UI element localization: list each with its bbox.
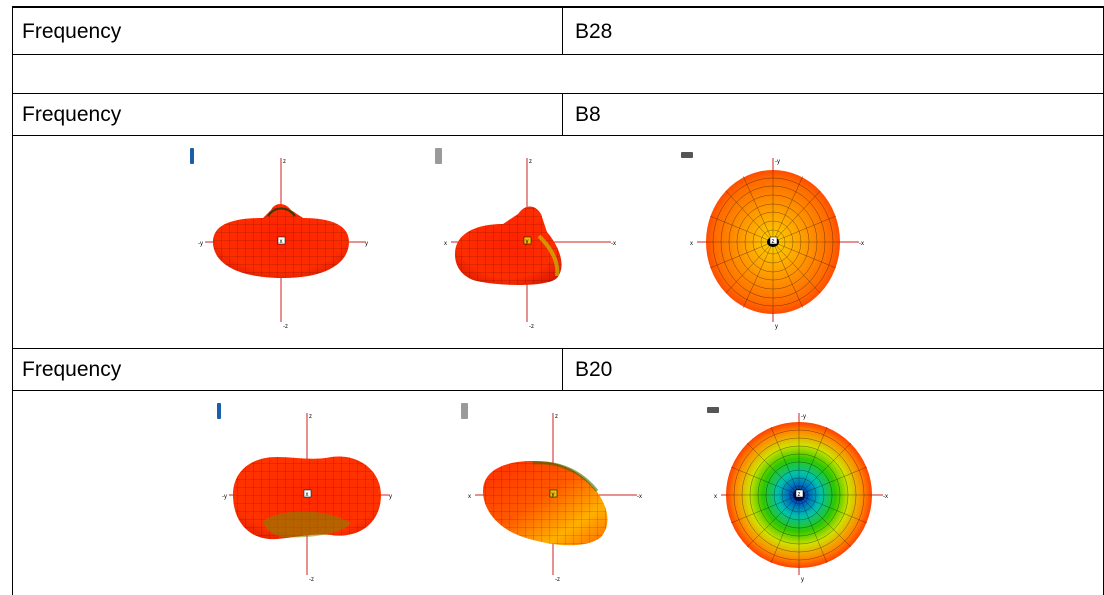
phone-side-icon	[435, 148, 442, 164]
table-left-border	[12, 8, 13, 595]
pattern-table: Frequency B28 Frequency B8 Frequency B20	[12, 6, 1104, 595]
axis-label: x	[690, 241, 693, 247]
radiation-pattern-3d-views: z -z -y y x z -z x -x	[190, 148, 864, 330]
pattern-view-phone-flat: -y y x -x z	[681, 152, 864, 330]
frequency-label: Frequency	[22, 103, 122, 126]
axis-label: y	[389, 494, 392, 500]
row-border	[12, 348, 1104, 349]
axis-label: -y	[801, 414, 806, 420]
axis-label: z	[283, 159, 286, 165]
axis-label: z	[309, 414, 312, 420]
axis-center-label: z	[798, 492, 801, 498]
pattern-view-phone-flat: -y y x -x z	[707, 407, 888, 583]
axis-center-label: x	[280, 239, 283, 245]
row-border	[12, 93, 1104, 94]
axis-center-label: y	[526, 239, 529, 245]
axis-label: x	[714, 494, 717, 500]
radiation-pattern-figure-b20: z -z -y y x z -z x -x	[13, 391, 1103, 595]
phone-side-icon	[461, 403, 468, 419]
row-border	[12, 54, 1104, 55]
pattern-view-phone-side: z -z x -x y	[435, 148, 616, 330]
axis-center-label: y	[552, 492, 555, 498]
row-border	[12, 390, 1104, 391]
row-border	[12, 135, 1104, 136]
frequency-label: Frequency	[22, 358, 122, 381]
axis-label: y	[365, 241, 368, 247]
band-value: B20	[575, 358, 613, 381]
radiation-pattern-3d-views: z -z -y y x z -z x -x	[217, 403, 888, 583]
axis-label: -y	[775, 159, 780, 165]
axis-label: -x	[883, 494, 888, 500]
column-divider-b8	[562, 93, 563, 135]
band-value: B8	[575, 103, 601, 126]
axis-label: z	[555, 414, 558, 420]
phone-flat-icon	[681, 152, 693, 158]
band-value: B28	[575, 20, 613, 43]
axis-label: -x	[611, 241, 616, 247]
table-top-border	[12, 6, 1104, 8]
axis-center-label: z	[772, 239, 775, 245]
axis-label: -y	[222, 494, 227, 500]
axis-center-label: x	[306, 492, 309, 498]
axis-label: -z	[309, 577, 314, 583]
column-divider-b28	[562, 8, 563, 54]
phone-upright-icon	[217, 403, 221, 419]
frequency-label: Frequency	[22, 20, 122, 43]
radiation-pattern-figure-b8: z -z -y y x z -z x -x	[13, 136, 1103, 348]
axis-label: -y	[198, 241, 203, 247]
phone-upright-icon	[190, 148, 194, 164]
axis-label: x	[468, 494, 471, 500]
axis-label: z	[529, 159, 532, 165]
axis-label: -z	[529, 324, 534, 330]
axis-label: y	[775, 324, 778, 330]
pattern-view-phone-side: z -z x -x y	[461, 403, 642, 583]
axis-label: -z	[555, 577, 560, 583]
axis-label: -z	[283, 324, 288, 330]
axis-label: -x	[637, 494, 642, 500]
pattern-view-phone-upright: z -z -y y x	[217, 403, 392, 583]
axis-label: y	[801, 577, 804, 583]
pattern-view-phone-upright: z -z -y y x	[190, 148, 368, 330]
column-divider-b20	[562, 348, 563, 390]
phone-flat-icon	[707, 407, 719, 413]
axis-label: -x	[859, 241, 864, 247]
axis-label: x	[444, 241, 447, 247]
